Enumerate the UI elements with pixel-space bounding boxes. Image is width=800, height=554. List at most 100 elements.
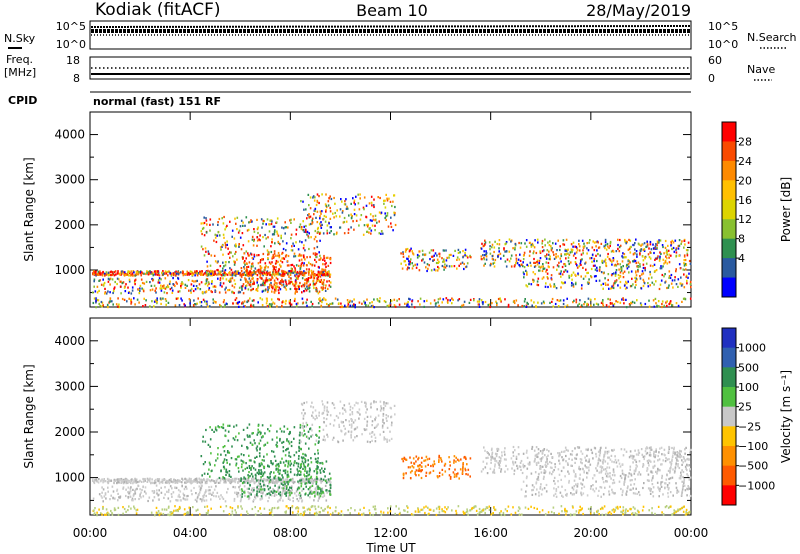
power-cell bbox=[559, 248, 561, 252]
power-cell bbox=[270, 278, 273, 281]
power-cell bbox=[232, 302, 234, 305]
power-cell bbox=[276, 305, 278, 308]
power-cell bbox=[586, 281, 589, 284]
power-cell bbox=[637, 242, 640, 245]
velocity-cell bbox=[133, 481, 135, 484]
velocity-cell bbox=[363, 417, 366, 420]
power-cell bbox=[460, 305, 462, 309]
power-cell bbox=[679, 267, 682, 270]
velocity-cell bbox=[277, 500, 279, 503]
velocity-cell bbox=[248, 471, 250, 474]
power-cell bbox=[242, 273, 245, 276]
velocity-cell bbox=[293, 461, 296, 464]
power-cell bbox=[534, 273, 536, 276]
power-cell bbox=[543, 267, 546, 270]
velocity-cell bbox=[320, 492, 323, 495]
power-cell bbox=[279, 282, 281, 285]
power-cell bbox=[296, 290, 298, 293]
velocity-cell bbox=[350, 426, 353, 429]
velocity-cell bbox=[259, 479, 262, 482]
power-cell bbox=[655, 280, 657, 283]
power-cell bbox=[513, 301, 516, 305]
power-cell bbox=[610, 250, 613, 253]
power-cell bbox=[264, 262, 267, 265]
power-cell bbox=[620, 266, 622, 269]
velocity-cell bbox=[294, 460, 296, 463]
power-cell bbox=[105, 271, 108, 274]
power-cell bbox=[510, 257, 512, 260]
power-cell bbox=[508, 238, 511, 241]
power-cell bbox=[535, 305, 537, 309]
velocity-cell bbox=[248, 454, 250, 457]
power-cell bbox=[465, 265, 468, 268]
power-cell bbox=[371, 224, 374, 227]
power-cell bbox=[679, 282, 681, 285]
power-cell bbox=[290, 249, 293, 252]
power-cell bbox=[105, 292, 108, 295]
power-cell bbox=[546, 253, 548, 256]
power-cell bbox=[513, 265, 516, 268]
velocity-cell bbox=[199, 481, 201, 484]
power-cell bbox=[636, 278, 638, 281]
velocity-cell bbox=[92, 479, 94, 482]
power-cell bbox=[293, 265, 295, 268]
power-cell bbox=[222, 277, 224, 280]
power-cell bbox=[458, 264, 460, 267]
velocity-cell bbox=[132, 482, 134, 485]
power-cell bbox=[415, 266, 418, 269]
power-cell bbox=[462, 250, 464, 253]
velocity-cell bbox=[311, 414, 313, 417]
velocity-cell bbox=[394, 413, 396, 416]
velocity-cell bbox=[298, 447, 300, 450]
power-cell bbox=[164, 287, 167, 290]
velocity-cell bbox=[286, 448, 288, 451]
velocity-cell bbox=[375, 400, 377, 404]
power-cell bbox=[267, 288, 269, 291]
power-cell bbox=[612, 258, 615, 261]
power-cell bbox=[199, 301, 201, 304]
power-cell bbox=[442, 260, 444, 263]
velocity-cell bbox=[326, 491, 328, 494]
velocity-cell bbox=[304, 459, 307, 462]
power-cell bbox=[139, 289, 141, 292]
velocity-cell bbox=[256, 471, 259, 474]
power-cell bbox=[216, 269, 218, 272]
power-cell bbox=[282, 247, 285, 251]
power-cell bbox=[439, 297, 441, 300]
power-cell bbox=[617, 243, 619, 247]
power-cell bbox=[315, 255, 317, 258]
power-cell bbox=[598, 279, 601, 282]
power-cell bbox=[549, 255, 551, 258]
velocity-cell bbox=[329, 490, 331, 493]
power-cell bbox=[290, 267, 293, 270]
velocity-cell bbox=[254, 442, 256, 445]
velocity-cell bbox=[152, 481, 154, 485]
power-cell bbox=[290, 221, 292, 224]
power-cell bbox=[443, 265, 445, 269]
velocity-cell bbox=[298, 497, 301, 500]
velocity-cell bbox=[209, 426, 211, 429]
power-cell bbox=[249, 283, 251, 286]
velocity-cell bbox=[148, 480, 151, 483]
power-cell bbox=[436, 254, 438, 257]
power-cell bbox=[219, 284, 222, 287]
power-cell bbox=[629, 246, 631, 249]
power-cell bbox=[259, 269, 262, 272]
power-cell bbox=[635, 277, 637, 280]
velocity-cell bbox=[240, 479, 242, 482]
power-cell bbox=[261, 226, 263, 229]
power-cell bbox=[257, 262, 260, 265]
power-cell bbox=[411, 262, 413, 265]
velocity-cell bbox=[266, 485, 269, 488]
power-cell bbox=[588, 278, 590, 281]
power-cell bbox=[596, 249, 598, 252]
power-cell bbox=[311, 302, 314, 306]
power-cell bbox=[320, 257, 322, 260]
velocity-cell bbox=[432, 463, 434, 466]
power-cell bbox=[482, 254, 484, 257]
power-cell bbox=[600, 301, 603, 304]
power-cell bbox=[450, 253, 452, 256]
velocity-cell bbox=[389, 430, 391, 433]
velocity-cell bbox=[283, 425, 286, 428]
power-cell bbox=[196, 287, 199, 290]
